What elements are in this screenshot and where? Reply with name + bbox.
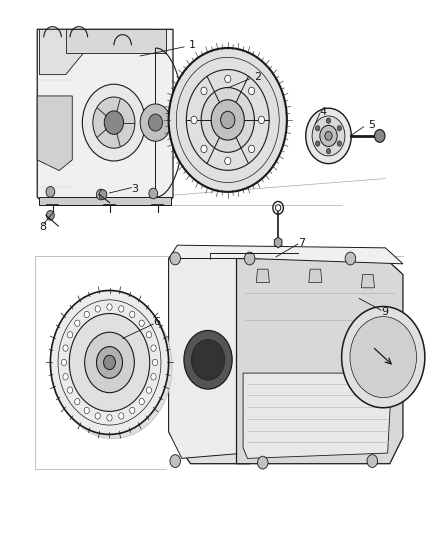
Circle shape: [130, 311, 135, 318]
Circle shape: [374, 130, 385, 142]
Circle shape: [337, 141, 342, 146]
Circle shape: [140, 104, 171, 141]
Polygon shape: [37, 96, 72, 171]
Circle shape: [191, 116, 197, 124]
Circle shape: [95, 413, 100, 419]
Circle shape: [315, 126, 320, 131]
Circle shape: [315, 141, 320, 146]
Polygon shape: [361, 274, 374, 288]
Circle shape: [342, 306, 425, 408]
Circle shape: [96, 189, 105, 200]
Circle shape: [320, 125, 337, 147]
Text: 9: 9: [381, 307, 388, 317]
Circle shape: [350, 317, 417, 398]
Circle shape: [248, 87, 254, 95]
Polygon shape: [169, 259, 250, 464]
Circle shape: [225, 157, 231, 165]
Circle shape: [211, 100, 244, 140]
Text: 6: 6: [153, 318, 160, 327]
Circle shape: [139, 320, 145, 326]
Circle shape: [367, 455, 378, 467]
Text: 8: 8: [39, 222, 46, 231]
Circle shape: [67, 332, 73, 338]
Circle shape: [119, 413, 124, 419]
Circle shape: [258, 116, 265, 124]
Polygon shape: [39, 197, 171, 205]
Circle shape: [276, 205, 281, 211]
Circle shape: [258, 456, 268, 469]
Polygon shape: [309, 269, 322, 282]
Circle shape: [63, 374, 68, 380]
Text: 3: 3: [131, 184, 138, 194]
Circle shape: [119, 306, 124, 312]
Polygon shape: [243, 373, 392, 458]
Circle shape: [326, 149, 331, 154]
Polygon shape: [169, 259, 245, 458]
Circle shape: [306, 108, 351, 164]
Circle shape: [50, 290, 169, 434]
Circle shape: [191, 340, 225, 380]
Text: 4: 4: [320, 107, 327, 117]
Circle shape: [146, 332, 152, 338]
Circle shape: [67, 387, 73, 393]
Circle shape: [46, 211, 54, 220]
Circle shape: [74, 399, 80, 405]
Circle shape: [93, 97, 135, 148]
Text: 2: 2: [254, 72, 261, 82]
Circle shape: [130, 407, 135, 414]
Circle shape: [107, 415, 112, 421]
Text: 7: 7: [298, 238, 305, 247]
Circle shape: [149, 188, 158, 199]
Circle shape: [151, 345, 156, 351]
Text: 5: 5: [368, 120, 375, 130]
Circle shape: [312, 116, 345, 156]
Polygon shape: [256, 269, 269, 282]
Circle shape: [99, 190, 107, 199]
Circle shape: [325, 132, 332, 140]
Circle shape: [69, 313, 150, 411]
Circle shape: [326, 118, 331, 123]
Polygon shape: [39, 29, 153, 75]
Polygon shape: [274, 237, 282, 248]
Circle shape: [201, 87, 207, 95]
Polygon shape: [37, 29, 173, 205]
Circle shape: [85, 332, 134, 393]
Circle shape: [152, 359, 158, 366]
Circle shape: [61, 359, 67, 366]
Circle shape: [95, 306, 100, 312]
Polygon shape: [169, 245, 403, 264]
Circle shape: [170, 455, 180, 467]
Circle shape: [170, 252, 180, 265]
Circle shape: [169, 48, 287, 192]
Circle shape: [146, 387, 152, 393]
Circle shape: [244, 252, 255, 265]
Circle shape: [248, 145, 254, 152]
Circle shape: [345, 252, 356, 265]
Circle shape: [54, 295, 172, 439]
Circle shape: [148, 114, 162, 131]
Circle shape: [221, 111, 235, 128]
Circle shape: [201, 145, 207, 152]
Circle shape: [96, 346, 123, 378]
Circle shape: [139, 399, 145, 405]
Circle shape: [184, 330, 232, 389]
Polygon shape: [66, 29, 166, 53]
Circle shape: [74, 320, 80, 326]
Circle shape: [82, 84, 145, 161]
Circle shape: [104, 111, 124, 134]
Circle shape: [225, 75, 231, 83]
Circle shape: [84, 311, 89, 318]
Text: 1: 1: [188, 41, 195, 50]
Circle shape: [46, 187, 55, 197]
Polygon shape: [237, 259, 403, 464]
Circle shape: [103, 355, 116, 370]
Circle shape: [151, 374, 156, 380]
Circle shape: [107, 304, 112, 310]
Circle shape: [84, 407, 89, 414]
Circle shape: [63, 345, 68, 351]
Circle shape: [337, 126, 342, 131]
Circle shape: [201, 87, 254, 152]
